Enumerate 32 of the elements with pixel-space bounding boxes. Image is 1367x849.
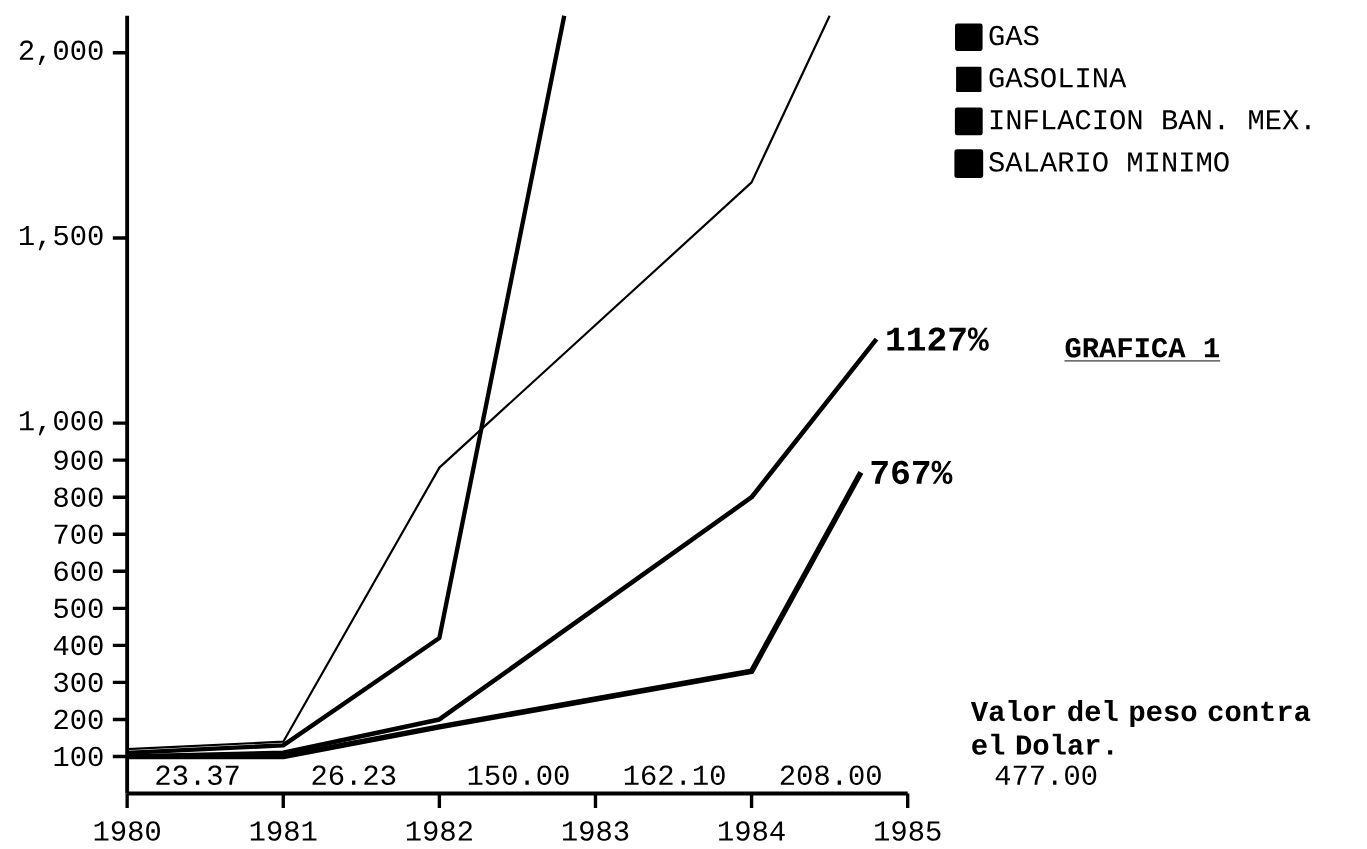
- y-tick-label: 300: [54, 672, 103, 693]
- text: GRAFICA 1: [1065, 338, 1219, 358]
- annotation: 23.37: [156, 765, 239, 786]
- y-tick-label: 800: [54, 487, 103, 508]
- annotation: 1127%: [887, 327, 989, 351]
- y-tick-label: 400: [53, 635, 103, 656]
- annotation: 208.00: [780, 765, 881, 786]
- y-tick-label: 1,500: [19, 225, 103, 251]
- annotation: 162.10: [624, 765, 725, 786]
- y-tick-label: 500: [54, 598, 103, 619]
- y-tick-label: 600: [54, 561, 103, 582]
- x-tick-label: 1984: [719, 821, 785, 841]
- legend-label: INFLACION BAN. MEX.: [990, 110, 1310, 130]
- text: Valor del peso contra el Dolar.: [970, 700, 1311, 755]
- annotation: 150.00: [468, 765, 569, 786]
- y-tick-label: 100: [54, 746, 103, 767]
- legend-label: GASOLINA: [989, 68, 1127, 88]
- x-tick-label: 1982: [406, 821, 472, 841]
- x-tick-label: 1985: [875, 821, 941, 841]
- text: 477.00: [995, 765, 1097, 786]
- legend-label: GAS: [989, 25, 1039, 46]
- y-tick-label: 900: [54, 450, 103, 471]
- x-tick-label: 1980: [94, 821, 160, 841]
- x-tick-label: 1981: [250, 821, 317, 841]
- x-tick-label: 1983: [562, 821, 629, 841]
- legend-label: SALARIO MINIMO: [989, 152, 1229, 172]
- y-tick-label: 2,000: [19, 40, 103, 66]
- y-tick-label: 200: [54, 709, 103, 730]
- annotation: 767%: [871, 460, 953, 485]
- annotation: 26.23: [312, 765, 396, 786]
- y-tick-label: 700: [54, 524, 103, 545]
- y-tick-label: 1,000: [19, 411, 103, 436]
